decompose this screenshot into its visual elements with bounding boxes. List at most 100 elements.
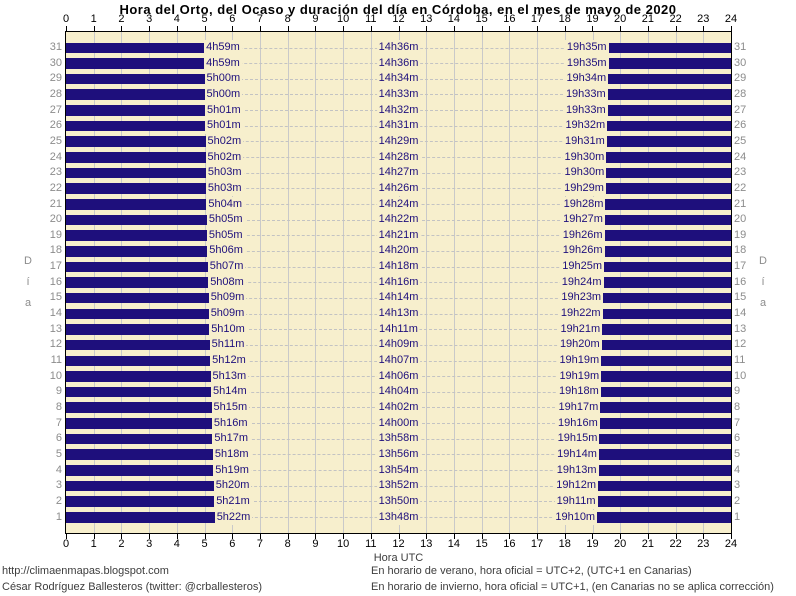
day-row-15: 5h09m 14h14m 19h23m [66,290,731,307]
top-hour-tick [703,26,705,31]
top-hour-tick [121,26,123,31]
sunset-label: 19h21m [558,321,603,338]
bottom-hour-tick [481,534,483,539]
daylength-label: 14h06m [376,368,421,385]
day-tick-label-right: 12 [734,338,747,351]
sunset-label: 19h34m [564,71,609,87]
night-bar-after-sunset [597,496,731,507]
night-bar-before-sunrise [66,418,212,429]
top-hour-tick-label: 6 [229,13,236,25]
daylength-label: 14h34m [376,71,421,87]
bottom-hour-tick [93,534,95,539]
day-tick-label-right: 27 [734,103,747,116]
top-hour-tick-label: 23 [697,13,710,25]
daylength-label: 13h48m [376,509,421,526]
day-tick-label-left: 30 [49,56,62,69]
day-row-13: 5h10m 14h11m 19h21m [66,321,731,338]
night-bar-before-sunrise [66,371,211,382]
sunset-label: 19h23m [559,290,604,307]
top-hour-tick-label: 7 [256,13,264,25]
day-row-3: 5h20m 13h52m 19h12m [66,478,731,494]
daylength-label: 13h54m [376,462,421,479]
night-bar-after-sunset [597,512,731,523]
night-bar-before-sunrise [66,402,212,414]
day-row-11: 5h12m 14h07m 19h19m [66,353,731,369]
bottom-hour-tick-label: 0 [62,538,70,550]
day-tick-label-left: 4 [55,463,62,476]
night-bar-after-sunset [599,418,731,429]
top-hour-tick [731,26,732,31]
daylength-label: 14h36m [376,40,421,56]
footer-author: César Rodríguez Ballesteros (twitter: @c… [2,581,262,593]
day-row-5: 5h18m 13h56m 19h14m [66,446,731,463]
day-tick-label-right: 18 [734,244,747,257]
day-row-7: 5h16m 14h00m 19h16m [66,415,731,432]
night-bar-before-sunrise [66,214,207,226]
day-row-6: 5h17m 13h58m 19h15m [66,431,731,447]
day-tick-label-left: 21 [49,197,62,210]
daylength-label: 14h22m [376,212,421,228]
day-tick-label-right: 11 [734,354,746,366]
top-hour-tick-label: 24 [724,13,738,25]
day-tick-label-right: 29 [734,72,747,85]
footer-winter-note: En horario de invierno, hora oficial = U… [371,581,774,593]
day-tick-label-left: 26 [49,119,62,132]
sunset-label: 19h16m [556,415,600,432]
day-tick-label-left: 7 [55,416,62,429]
day-tick-label-left: 1 [55,510,62,523]
bottom-hour-tick [592,534,594,539]
night-bar-after-sunset [608,73,731,85]
day-row-14: 5h09m 14h13m 19h22m [66,306,731,322]
sunset-label: 19h18m [557,384,601,400]
day-tick-label-right: 30 [734,56,747,69]
day-tick-label-right: 10 [734,369,747,382]
top-hour-tick-label: 4 [173,13,180,25]
day-tick-label-left: 8 [55,400,62,413]
night-bar-after-sunset [604,230,731,241]
top-hour-tick [564,26,566,31]
night-bar-after-sunset [601,371,731,382]
y-axis-label-right: Día [757,255,769,318]
day-tick-label-right: 2 [734,494,741,507]
day-row-25: 5h02m 14h29m 19h31m [66,133,731,150]
night-bar-before-sunrise [66,199,207,210]
x-axis-label: Hora UTC [373,552,424,564]
daylength-label: 13h56m [376,446,421,463]
sunset-label: 19h27m [561,212,605,228]
top-hour-tick-label: 10 [336,13,350,25]
night-bar-after-sunset [603,292,731,304]
bottom-hour-tick [287,534,289,539]
daylength-label: 14h09m [376,337,421,353]
day-tick-label-right: 6 [734,432,741,445]
top-hour-tick-label: 12 [392,13,405,25]
daylength-label: 14h28m [376,149,421,166]
bottom-hour-tick-label: 9 [312,538,319,550]
sunset-label: 19h26m [560,227,605,244]
top-hour-tick [66,26,67,31]
sunrise-label: 5h10m [209,321,247,338]
top-hour-tick-label: 22 [669,13,682,25]
night-bar-before-sunrise [66,308,209,320]
day-tick-label-left: 28 [49,87,62,100]
daylength-label: 14h20m [376,243,421,260]
sunset-label: 19h10m [553,509,598,526]
top-hour-tick [592,26,594,31]
day-tick-label-right: 21 [734,197,747,210]
bottom-hour-tick-label: 2 [118,538,125,550]
daylength-label: 14h14m [376,290,421,307]
day-row-29: 5h00m 14h34m 19h34m [66,71,731,87]
daylength-label: 14h31m [376,118,421,134]
daylength-label: 14h16m [376,274,421,291]
night-bar-before-sunrise [66,355,211,367]
night-bar-before-sunrise [66,277,209,288]
bottom-hour-tick-label: 6 [229,538,236,550]
day-row-22: 5h03m 14h26m 19h29m [66,180,731,197]
night-bar-before-sunrise [66,105,205,116]
sunrise-label: 5h00m [204,86,243,103]
night-bar-before-sunrise [66,386,211,398]
night-bar-before-sunrise [66,136,206,147]
bottom-hour-tick [232,534,234,539]
night-bar-after-sunset [604,261,731,273]
top-hour-tick-label: 5 [201,13,208,25]
night-bar-before-sunrise [66,261,208,273]
